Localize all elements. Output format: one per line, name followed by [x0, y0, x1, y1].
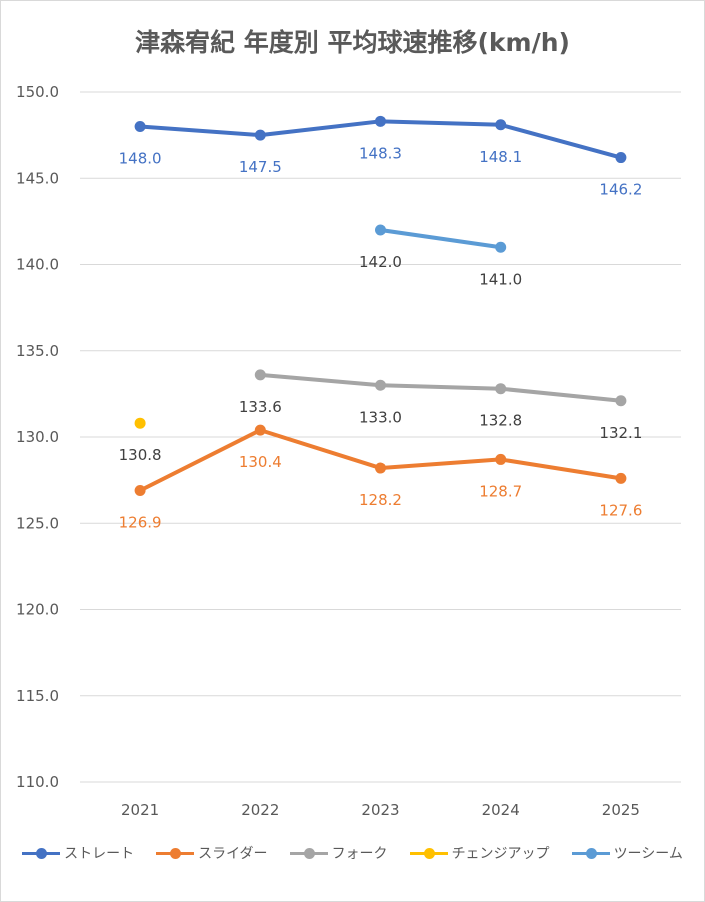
- data-label: 148.0: [119, 150, 162, 168]
- data-label: 148.3: [359, 144, 402, 162]
- data-point: [495, 119, 507, 131]
- x-tick-label: 2024: [482, 801, 520, 819]
- series-line: [138, 428, 623, 493]
- x-tick-label: 2021: [121, 801, 159, 819]
- data-label: 133.6: [239, 398, 282, 416]
- data-point: [495, 383, 507, 395]
- y-tick-label: 125.0: [16, 514, 59, 532]
- legend-label: フォーク: [331, 846, 388, 862]
- legend-item: スライダー: [156, 843, 268, 863]
- data-point: [254, 424, 266, 436]
- data-point: [254, 129, 266, 141]
- series-line: [378, 228, 503, 250]
- legend-label: ツーシーム: [613, 846, 683, 862]
- x-tick-label: 2022: [241, 801, 279, 819]
- data-label: 132.8: [479, 412, 522, 430]
- data-point: [134, 484, 146, 496]
- data-point: [495, 453, 507, 465]
- data-label: 147.5: [239, 158, 282, 176]
- legend-label: ストレート: [64, 846, 135, 862]
- legend-item: チェンジアップ: [409, 843, 550, 863]
- data-point: [495, 241, 507, 253]
- y-tick-label: 130.0: [16, 428, 59, 446]
- data-label: 128.2: [359, 491, 402, 509]
- legend-swatch: [22, 847, 61, 859]
- data-point: [254, 369, 266, 381]
- legend-item: フォーク: [289, 843, 388, 863]
- data-label: 133.0: [359, 408, 402, 426]
- data-point: [134, 121, 146, 132]
- chart-legend: ストレート スライダー フォーク チェンジアップ ツーシーム: [1, 843, 704, 863]
- data-label: 127.6: [599, 501, 642, 519]
- legend-swatch: [571, 847, 610, 859]
- legend-swatch: [289, 847, 328, 859]
- y-tick-label: 135.0: [16, 342, 59, 360]
- data-label: 148.1: [479, 148, 522, 166]
- series-line: [258, 372, 623, 403]
- data-point: [375, 224, 386, 236]
- legend-label: スライダー: [198, 846, 268, 862]
- legend-item: ツーシーム: [571, 843, 683, 863]
- y-tick-label: 140.0: [16, 256, 59, 274]
- data-point: [134, 417, 146, 429]
- data-label: 132.1: [599, 424, 642, 442]
- data-label: 130.4: [239, 453, 282, 471]
- y-tick-label: 120.0: [16, 601, 59, 619]
- data-label: 130.8: [119, 446, 162, 464]
- y-tick-label: 145.0: [16, 169, 59, 187]
- y-tick-label: 150.0: [16, 83, 59, 101]
- y-tick-label: 110.0: [16, 773, 59, 791]
- x-tick-label: 2023: [361, 801, 399, 819]
- data-point: [615, 472, 627, 484]
- y-tick-label: 115.0: [16, 687, 59, 705]
- data-label: 126.9: [119, 513, 162, 531]
- data-point: [615, 152, 627, 164]
- legend-label: チェンジアップ: [451, 846, 550, 862]
- x-tick-label: 2025: [602, 801, 640, 819]
- legend-swatch: [156, 847, 195, 859]
- data-label: 141.0: [479, 270, 522, 288]
- data-point: [615, 395, 627, 407]
- data-label: 142.0: [359, 253, 402, 271]
- data-point: [375, 462, 386, 474]
- data-label: 128.7: [479, 482, 522, 500]
- legend-item: ストレート: [22, 843, 134, 863]
- chart-title: 津森宥紀 年度別 平均球速推移(km/h): [135, 28, 570, 57]
- data-point: [375, 115, 386, 127]
- data-point: [375, 379, 386, 391]
- data-label: 146.2: [599, 181, 642, 199]
- legend-swatch: [409, 847, 448, 859]
